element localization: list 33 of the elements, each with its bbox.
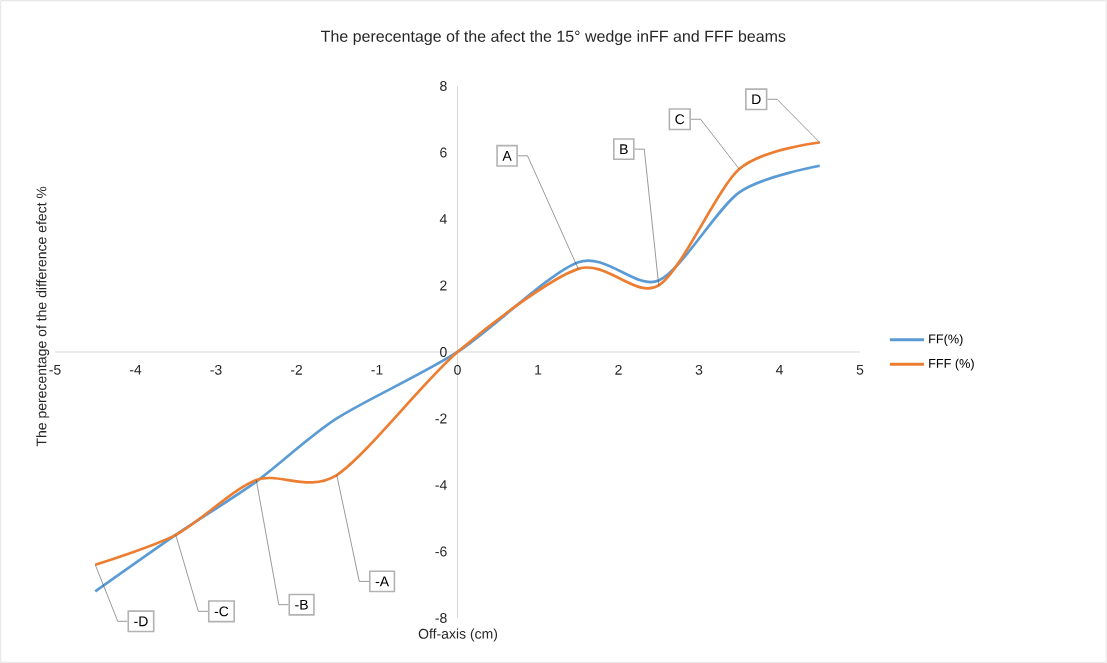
- x-tick-label: -4: [129, 364, 142, 375]
- y-tick-label: -2: [435, 413, 447, 424]
- legend-label: FF(%): [929, 334, 963, 346]
- x-tick-label: 4: [775, 364, 783, 375]
- x-axis-title: Off-axis (cm): [418, 628, 498, 642]
- y-tick-label: 2: [440, 280, 447, 291]
- y-tick-label: 4: [439, 214, 447, 224]
- annotation: B: [620, 144, 628, 154]
- y-tick-label: -6: [435, 546, 447, 557]
- annotation: -C: [214, 606, 229, 617]
- annotation: C: [675, 114, 685, 125]
- x-tick-label: -3: [210, 364, 222, 375]
- x-tick-label: 3: [695, 364, 703, 375]
- annotation: D: [752, 94, 761, 105]
- x-tick-label: 5: [856, 364, 864, 375]
- y-tick-label: 0: [440, 347, 447, 357]
- x-tick-label: -1: [371, 364, 383, 375]
- annotation: -D: [134, 616, 148, 627]
- annotation: -A: [375, 576, 390, 587]
- x-tick-label: -5: [49, 364, 61, 375]
- x-tick-label: 1: [535, 364, 542, 375]
- legend-label: FFF (%): [929, 358, 974, 371]
- x-tick-label: 0: [454, 364, 461, 375]
- annotation: -B: [295, 599, 308, 610]
- y-tick-label: 6: [440, 147, 447, 158]
- y-axis-title: The perecentage of the difference efect %: [36, 186, 50, 447]
- y-tick-label: -4: [435, 480, 447, 490]
- x-tick-label: 2: [615, 364, 622, 375]
- x-tick-label: -2: [290, 364, 303, 375]
- y-tick-label: 8: [440, 81, 447, 91]
- annotation: A: [502, 151, 512, 161]
- chart-title: The perecentage of the afect the 15° wedge inFF and FFF beams: [321, 30, 786, 46]
- y-tick-label: -8: [435, 613, 447, 623]
